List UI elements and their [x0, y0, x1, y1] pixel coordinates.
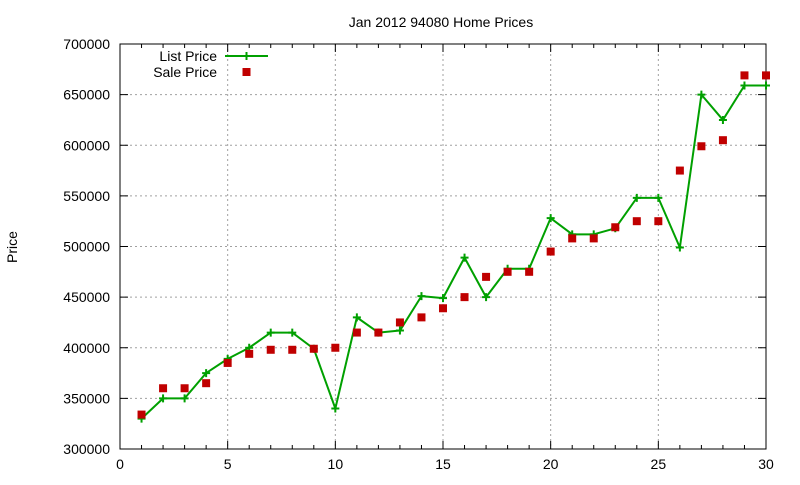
sale-price-point — [589, 234, 598, 243]
y-tick-label: 350000 — [63, 390, 110, 406]
list-price-point — [331, 404, 340, 413]
y-tick-label: 700000 — [63, 36, 110, 52]
sale-price-point — [546, 247, 555, 256]
y-tick-label: 400000 — [63, 340, 110, 356]
sale-price-point — [331, 343, 340, 352]
sale-price-point — [395, 318, 404, 327]
sale-price-point — [697, 142, 706, 151]
sale-price-point — [740, 71, 749, 80]
list-price-point — [266, 328, 275, 337]
sale-price-point — [525, 267, 534, 276]
list-price-point — [460, 253, 469, 262]
sale-price-point — [202, 379, 211, 388]
sale-price-point — [632, 217, 641, 226]
list-price-point — [288, 328, 297, 337]
y-tick-label: 650000 — [63, 87, 110, 103]
sale-price-point — [309, 344, 318, 353]
plot-frame — [119, 43, 767, 450]
list-price-point — [632, 193, 641, 202]
list-price-point — [546, 214, 555, 223]
sale-price-point — [159, 384, 168, 393]
y-tick-label: 600000 — [63, 137, 110, 153]
sale-price-point — [762, 71, 770, 80]
x-tick-label: 15 — [435, 456, 451, 472]
legend-sale-price-marker — [242, 68, 251, 76]
y-tick-label: 300000 — [63, 441, 110, 457]
legend-label: Sale Price — [153, 64, 217, 80]
sale-price-point — [417, 313, 426, 322]
list-price-point — [180, 394, 189, 403]
sale-price-point — [137, 410, 146, 419]
sale-price-point — [654, 217, 663, 226]
list-price-point — [439, 294, 447, 303]
chart-title: Jan 2012 94080 Home Prices — [349, 14, 533, 30]
sale-price-point — [482, 272, 491, 281]
list-price-line — [140, 84, 766, 420]
sale-price-point — [439, 304, 447, 313]
x-tick-label: 0 — [116, 456, 124, 472]
y-tick-label: 450000 — [63, 289, 110, 305]
sale-price-point — [288, 345, 297, 354]
list-price-point — [482, 293, 491, 302]
list-price-point — [202, 369, 211, 378]
x-tick-label: 30 — [758, 456, 774, 472]
sale-price-point — [568, 234, 577, 243]
sale-price-point — [223, 358, 232, 367]
sale-price-point — [460, 293, 469, 302]
sale-price-point — [503, 267, 512, 276]
plot-series — [137, 71, 770, 423]
grid-lines — [120, 44, 766, 449]
list-price-point — [718, 115, 727, 124]
x-tick-label: 5 — [224, 456, 232, 472]
y-tick-label: 500000 — [63, 239, 110, 255]
list-price-point — [395, 326, 404, 335]
legend-label: List Price — [159, 48, 217, 64]
plot-axes: 300000 350000 400000 450000 500000 550000 6000… — [63, 36, 774, 472]
sale-price-point — [352, 328, 361, 337]
y-tick-label: 550000 — [63, 188, 110, 204]
sale-price-point — [675, 166, 684, 175]
sale-price-point — [245, 349, 254, 358]
sale-price-point — [611, 223, 620, 232]
list-price-point — [762, 81, 770, 90]
list-price-point — [654, 193, 663, 202]
sale-price-point — [180, 384, 189, 393]
x-tick-label: 10 — [328, 456, 344, 472]
list-price-point — [740, 81, 749, 90]
legend-list-price-marker — [242, 52, 251, 60]
y-axis-label: Price — [4, 231, 20, 263]
list-price-point — [159, 394, 168, 403]
sale-price-point — [374, 328, 383, 337]
sale-price-point — [718, 136, 727, 145]
x-tick-label: 25 — [651, 456, 667, 472]
sale-price-point — [266, 345, 275, 354]
list-price-point — [352, 313, 361, 322]
list-price-point — [417, 292, 426, 301]
list-price-point — [697, 90, 706, 99]
x-tick-label: 20 — [543, 456, 559, 472]
list-price-point — [675, 243, 684, 252]
